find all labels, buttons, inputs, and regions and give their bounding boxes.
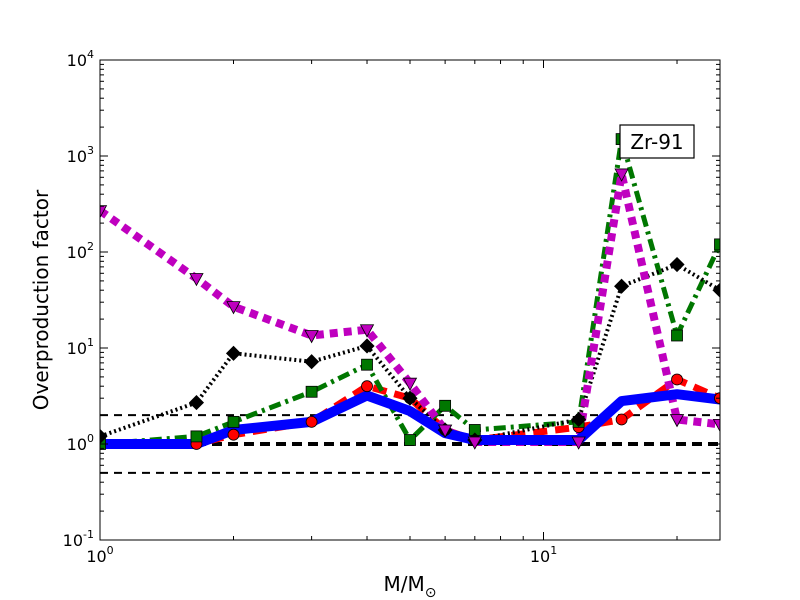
series-3-point-10 [669,256,685,273]
series-3-point-4 [359,338,375,354]
series-layer [100,133,720,450]
series-4-point-10 [669,414,685,428]
series-2-point-6 [439,399,452,412]
x-axis-title-sub: ⊙ [425,585,437,600]
y-tick-label-0: 10-1 [63,528,94,550]
series-4-point-4 [359,324,375,338]
series-4-point-11 [712,419,720,433]
series-2-point-10 [671,329,683,342]
series-3-point-8 [571,411,587,428]
x-axis-title: M/M⊙ [384,572,437,600]
series-2-point-4 [361,358,373,371]
series-2-point-2 [227,415,240,428]
series-1-point-3 [305,415,318,428]
series-0-line [100,389,720,449]
series-1-point-4 [361,380,373,393]
series-3-point-2 [225,345,242,361]
series-1-point-10 [671,373,683,386]
series-4-point-5 [402,377,418,392]
series-2-point-11 [714,238,720,251]
series-3-point-0 [100,428,108,444]
annotation-box: Zr-91 [619,124,695,159]
series-4-point-0 [100,205,108,219]
series-4-point-7 [467,436,482,450]
series-1-line [100,376,720,448]
y-tick-label-1: 100 [67,432,94,454]
series-4-point-6 [437,424,453,438]
y-axis-title: Overproduction factor [29,189,53,410]
y-tick-label-2: 101 [67,336,94,358]
series-4-point-2 [226,301,241,315]
series-4-point-1 [189,273,204,287]
series-2-point-1 [190,430,203,443]
series-1-point-2 [227,428,240,441]
x-tick-label-1: 101 [530,544,557,566]
series-4-point-9 [614,168,629,182]
series-3-point-9 [614,278,630,294]
series-3-point-3 [304,354,320,370]
series-4-point-8 [571,436,586,450]
y-tick-label-4: 103 [67,144,94,166]
series-4-point-3 [304,330,319,344]
series-3-line [100,262,720,442]
series-1-point-9 [615,413,628,426]
annotation-label: Zr-91 [630,130,683,154]
series-2-point-5 [404,434,416,446]
y-tick-label-3: 102 [67,240,94,262]
series-2-point-3 [305,385,318,398]
x-tick-label-0: 100 [86,544,113,566]
series-3-point-5 [402,390,418,406]
series-3-point-1 [188,395,205,411]
y-tick-label-5: 104 [67,48,94,70]
